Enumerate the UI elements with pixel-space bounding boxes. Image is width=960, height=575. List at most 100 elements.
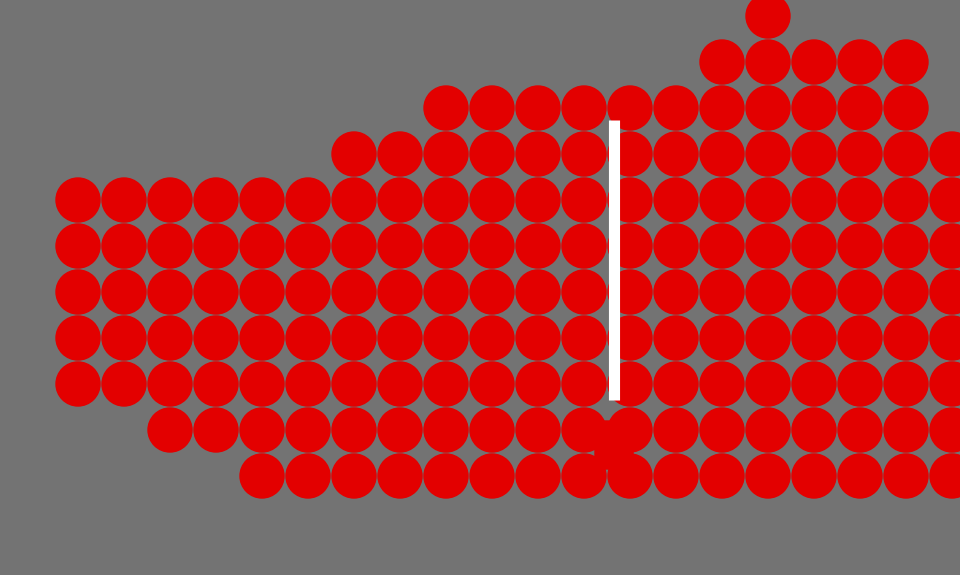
Circle shape [240, 270, 284, 314]
Circle shape [56, 362, 100, 406]
Circle shape [608, 362, 652, 406]
Circle shape [654, 316, 698, 360]
Circle shape [930, 224, 960, 268]
Circle shape [700, 454, 744, 498]
Circle shape [838, 408, 882, 452]
FancyBboxPatch shape [595, 421, 633, 469]
Circle shape [884, 454, 928, 498]
Circle shape [608, 408, 652, 452]
Circle shape [746, 0, 790, 38]
Circle shape [332, 270, 376, 314]
Circle shape [700, 270, 744, 314]
Circle shape [332, 408, 376, 452]
Circle shape [746, 178, 790, 222]
Circle shape [700, 316, 744, 360]
Circle shape [240, 178, 284, 222]
Circle shape [838, 40, 882, 84]
Circle shape [792, 316, 836, 360]
Circle shape [608, 132, 652, 176]
Circle shape [516, 408, 560, 452]
Circle shape [838, 224, 882, 268]
Circle shape [746, 270, 790, 314]
Circle shape [654, 408, 698, 452]
Circle shape [930, 316, 960, 360]
Circle shape [884, 408, 928, 452]
Circle shape [378, 270, 422, 314]
Circle shape [608, 86, 652, 130]
Circle shape [194, 316, 238, 360]
Circle shape [470, 270, 514, 314]
Circle shape [470, 316, 514, 360]
Circle shape [792, 40, 836, 84]
Circle shape [470, 408, 514, 452]
Circle shape [516, 316, 560, 360]
Circle shape [562, 316, 606, 360]
Circle shape [194, 362, 238, 406]
Circle shape [562, 86, 606, 130]
Circle shape [56, 224, 100, 268]
Circle shape [700, 408, 744, 452]
Circle shape [516, 86, 560, 130]
Circle shape [792, 132, 836, 176]
Circle shape [332, 316, 376, 360]
Circle shape [332, 178, 376, 222]
Circle shape [424, 270, 468, 314]
Circle shape [378, 454, 422, 498]
Circle shape [838, 454, 882, 498]
Circle shape [746, 362, 790, 406]
Circle shape [746, 86, 790, 130]
Circle shape [424, 224, 468, 268]
Circle shape [700, 40, 744, 84]
Circle shape [470, 132, 514, 176]
Circle shape [608, 224, 652, 268]
Circle shape [562, 178, 606, 222]
Circle shape [654, 362, 698, 406]
Circle shape [148, 316, 192, 360]
Circle shape [470, 86, 514, 130]
Circle shape [240, 316, 284, 360]
Circle shape [286, 270, 330, 314]
Circle shape [424, 362, 468, 406]
Circle shape [608, 178, 652, 222]
Circle shape [792, 408, 836, 452]
Circle shape [654, 178, 698, 222]
Circle shape [148, 408, 192, 452]
Circle shape [838, 362, 882, 406]
Circle shape [516, 362, 560, 406]
Circle shape [838, 270, 882, 314]
Circle shape [424, 408, 468, 452]
Circle shape [516, 224, 560, 268]
Circle shape [746, 454, 790, 498]
Circle shape [424, 178, 468, 222]
Circle shape [746, 408, 790, 452]
Circle shape [746, 132, 790, 176]
Circle shape [240, 454, 284, 498]
Circle shape [838, 132, 882, 176]
Circle shape [562, 408, 606, 452]
Circle shape [516, 178, 560, 222]
Circle shape [332, 132, 376, 176]
Circle shape [700, 362, 744, 406]
Circle shape [148, 178, 192, 222]
Circle shape [838, 316, 882, 360]
Circle shape [194, 408, 238, 452]
Circle shape [930, 408, 960, 452]
Circle shape [930, 132, 960, 176]
Circle shape [562, 454, 606, 498]
Circle shape [884, 86, 928, 130]
Circle shape [102, 224, 146, 268]
Circle shape [608, 270, 652, 314]
Circle shape [286, 316, 330, 360]
Circle shape [470, 362, 514, 406]
Circle shape [286, 178, 330, 222]
Circle shape [332, 224, 376, 268]
Circle shape [792, 178, 836, 222]
Circle shape [516, 270, 560, 314]
Circle shape [56, 316, 100, 360]
Circle shape [424, 86, 468, 130]
Circle shape [654, 224, 698, 268]
Circle shape [562, 362, 606, 406]
Circle shape [332, 362, 376, 406]
Circle shape [102, 362, 146, 406]
Circle shape [470, 224, 514, 268]
